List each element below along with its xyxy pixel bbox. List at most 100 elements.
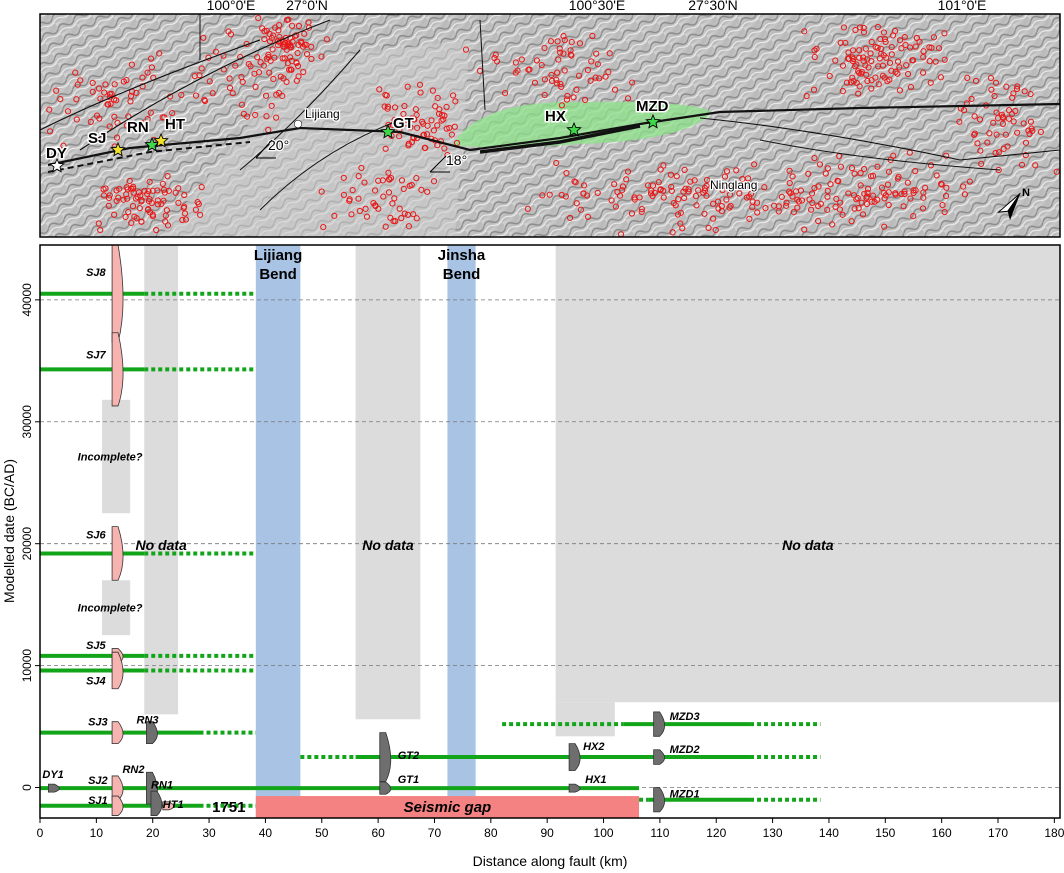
seismicity-circle: [145, 206, 152, 213]
seismicity-circle: [968, 95, 975, 103]
x-tick-label: 70: [428, 826, 442, 840]
site-pdf-sj1: [111, 795, 124, 816]
seismicity-circle: [560, 50, 567, 57]
seismicity-circle: [340, 191, 347, 199]
seismicity-circle: [856, 69, 863, 77]
seismicity-circle: [416, 81, 424, 88]
seismicity-circle: [857, 24, 864, 31]
seismicity-circle: [273, 91, 280, 98]
seismicity-circle: [561, 67, 568, 74]
lijiang-basin: [160, 40, 470, 237]
seismicity-circle: [392, 218, 399, 225]
seismicity-circle: [262, 92, 270, 99]
seismicity-circle: [726, 204, 733, 211]
seismicity-circle: [418, 186, 425, 193]
seismicity-circle: [881, 35, 889, 43]
seismicity-circle: [1022, 152, 1029, 159]
seismicity-circle: [808, 190, 816, 197]
seismicity-circle: [787, 190, 794, 197]
seismicity-circle: [649, 182, 657, 189]
site-event-label-sj5: SJ5: [86, 640, 106, 652]
seismicity-circle: [898, 45, 905, 52]
seismicity-circle: [411, 116, 418, 123]
seismicity-circle: [723, 168, 731, 175]
site-pdf-rn1: [150, 790, 163, 816]
seismicity-circle: [192, 92, 200, 99]
seismicity-circle: [710, 215, 717, 222]
seismicity-circle: [99, 137, 106, 144]
seismicity-circle: [161, 189, 168, 196]
y-axis-label: Modelled date (BC/AD): [1, 459, 17, 603]
seismicity-circle: [558, 102, 565, 109]
seismicity-circle: [668, 187, 675, 195]
seismicity-circle: [762, 205, 769, 212]
seismicity-circle: [448, 131, 455, 138]
seismicity-circle: [927, 162, 935, 169]
seismicity-circle: [1025, 127, 1032, 134]
seismicity-circle: [842, 39, 849, 47]
seismicity-circle: [798, 197, 806, 204]
seismicity-circle: [669, 229, 676, 236]
seismicity-circle: [124, 195, 131, 202]
seismicity-circle: [904, 70, 912, 78]
seismicity-circle: [618, 187, 626, 194]
region-bend-6: [255, 245, 301, 818]
site-event-label-rn3: RN3: [136, 715, 158, 727]
map-panel: 100°0'E 100°30'E 101°0'E 27°0'N 27°30'N …: [39, 0, 1061, 238]
seismicity-circle: [391, 104, 399, 111]
seismicity-circle: [868, 198, 875, 205]
x-axis: 0 10 20 30 40 50 60 70 80 90 100 110 120 130 140 150 160…: [37, 818, 1064, 840]
seismicity-circle: [611, 86, 619, 93]
seismicity-circle: [182, 216, 190, 223]
seismicity-circle: [512, 69, 519, 76]
seismicity-circle: [396, 133, 403, 140]
seismicity-circle: [288, 22, 296, 29]
seismicity-circle: [96, 115, 103, 122]
seismicity-circle: [60, 142, 67, 149]
site-pdf-mzd3: [653, 711, 666, 737]
seismicity-circle: [593, 50, 600, 57]
seismicity-circle: [754, 209, 761, 216]
seismicity-circle: [547, 38, 555, 45]
seismicity-circle: [868, 85, 875, 92]
seismicity-circle: [429, 87, 436, 94]
seismicity-circle: [106, 192, 113, 199]
seismicity-circle: [407, 124, 414, 131]
seismicity-circle: [822, 170, 829, 177]
site-pdf-hx1: [568, 783, 581, 793]
seismicity-circle: [196, 211, 204, 218]
seismicity-circle: [169, 109, 176, 117]
site-event-label-hx2: HX2: [583, 741, 604, 753]
seismicity-circle: [156, 50, 163, 57]
seismicity-circle: [1014, 83, 1021, 90]
seismicity-circle: [901, 34, 908, 41]
seismicity-circle: [405, 223, 413, 230]
seismicity-circle: [268, 102, 275, 109]
seismicity-circle: [922, 184, 929, 191]
seismicity-circle: [835, 178, 842, 185]
seismicity-circle: [179, 216, 186, 224]
seismicity-circle: [247, 63, 254, 70]
seismicity-circle: [257, 59, 264, 66]
seismicity-circle: [971, 131, 978, 138]
seismicity-circle: [916, 38, 923, 45]
seismicity-circle: [932, 58, 939, 65]
seismicity-circle: [907, 84, 915, 91]
seismicity-circle: [340, 174, 347, 181]
seismicity-circle: [869, 192, 877, 199]
seismicity-circle: [888, 43, 895, 51]
seismicity-circle: [260, 62, 267, 69]
region-no_data-3: [555, 702, 615, 737]
seismicity-circle: [867, 50, 874, 57]
seismicity-circle: [289, 38, 296, 45]
seismicity-circle: [105, 101, 112, 108]
seismicity-circle: [400, 110, 407, 118]
seismicity-circle: [348, 211, 355, 218]
seismicity-circle: [898, 190, 905, 198]
seismicity-circle: [736, 190, 743, 197]
seismicity-circle: [417, 89, 424, 96]
seismicity-circle: [849, 54, 856, 61]
seismicity-circle: [196, 72, 203, 79]
no-data-label: No data: [135, 537, 187, 553]
seismicity-circle: [270, 75, 277, 83]
